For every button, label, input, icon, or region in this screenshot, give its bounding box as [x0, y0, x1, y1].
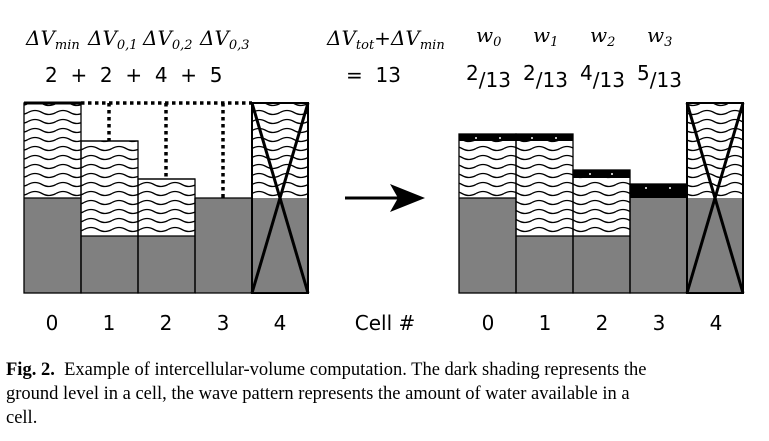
right-cell-2-water	[573, 170, 630, 236]
caption-line-1: Fig. 2. Example of intercellular-volume …	[6, 358, 764, 382]
label-dv-02: ΔV0,2	[142, 26, 193, 53]
right-cell-1-ground	[516, 236, 573, 293]
left-cell-0-ground	[24, 198, 81, 293]
right-cell-indices: 0 1 2 3 4	[482, 311, 723, 335]
caption-line-3: cell.	[6, 408, 38, 428]
left-cell-2-ground	[138, 236, 195, 293]
label-dv-01: ΔV0,1	[87, 26, 138, 53]
right-cell-index-4: 4	[710, 311, 723, 335]
sum-equals: = 13	[346, 63, 401, 87]
weight-fraction-2: 4/13	[580, 61, 625, 92]
weight-label-1: w1	[533, 23, 558, 50]
right-cell-0-water	[459, 134, 516, 198]
axis-label-cell-number: Cell #	[355, 311, 416, 335]
left-cell-index-0: 0	[46, 311, 59, 335]
right-cell-index-1: 1	[539, 311, 552, 335]
weight-label-0: w0	[476, 23, 501, 50]
left-cell-4-ground	[252, 198, 308, 293]
right-diagram	[458, 102, 745, 294]
weight-fraction-3: 5/13	[637, 61, 682, 92]
caption-text-1: Example of intercellular-volume computat…	[64, 360, 647, 380]
weights-row: w0 2/13 w1 2/13 w2 4/13 w3 5/13	[466, 23, 682, 92]
left-cell-borders	[23, 102, 252, 294]
left-cell-indices: 0 1 2 3 4	[46, 311, 287, 335]
left-cell-1-water	[81, 141, 138, 236]
right-cell-0-ground	[459, 198, 516, 293]
right-cell-2-ground	[573, 236, 630, 293]
right-cell-1-water	[516, 134, 573, 236]
arrow-icon	[345, 184, 425, 212]
weight-fraction-0: 2/13	[466, 61, 511, 92]
left-cell-3-ground	[195, 198, 252, 293]
label-dv-min: ΔVmin	[25, 26, 80, 53]
added-water-dots	[475, 137, 671, 189]
right-cell-index-3: 3	[653, 311, 666, 335]
right-cell-4-water	[687, 103, 743, 198]
caption-label: Fig. 2.	[6, 360, 55, 380]
left-cell-1-ground	[81, 236, 138, 293]
left-cell-index-3: 3	[217, 311, 230, 335]
right-cell-2-added-water	[573, 170, 630, 178]
left-cell-0-water	[24, 103, 81, 198]
left-cell-4-blocked	[250, 102, 310, 294]
figure-caption: Fig. 2. Example of intercellular-volume …	[6, 358, 764, 430]
left-cell-2-water	[138, 179, 195, 236]
right-cell-4-ground	[687, 198, 743, 293]
right-cell-index-2: 2	[596, 311, 609, 335]
weight-label-3: w3	[647, 23, 672, 50]
figure-diagram: ΔVmin ΔV0,1 ΔV0,2 ΔV0,3 2 + 2 + 4 + 5 ΔV…	[23, 23, 745, 335]
label-dv-tot-plus-min: ΔVtot+ΔVmin	[326, 26, 445, 53]
right-cell-3-added-water	[630, 184, 687, 198]
label-dv-03: ΔV0,3	[199, 26, 250, 53]
weight-fraction-1: 2/13	[523, 61, 568, 92]
right-cell-index-0: 0	[482, 311, 495, 335]
right-cell-4-blocked	[685, 102, 745, 294]
left-cell-index-2: 2	[160, 311, 173, 335]
weight-label-2: w2	[590, 23, 615, 50]
caption-line-2: ground level in a cell, the wave pattern…	[6, 384, 630, 404]
right-cell-3-ground	[630, 198, 687, 293]
left-diagram	[23, 101, 310, 294]
left-cell-index-4: 4	[274, 311, 287, 335]
right-cell-borders	[458, 133, 688, 294]
left-cell-index-1: 1	[103, 311, 116, 335]
sum-expression: 2 + 2 + 4 + 5	[45, 63, 222, 87]
left-cell-4-water	[252, 103, 308, 198]
left-dotted-levels	[81, 101, 252, 198]
